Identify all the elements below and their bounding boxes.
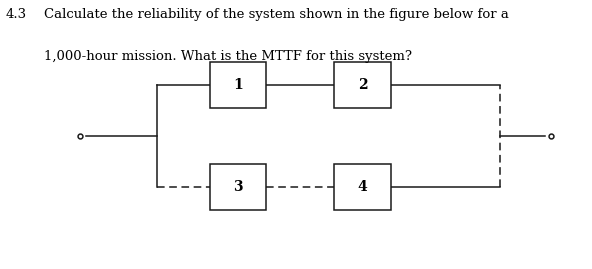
Text: 3: 3 bbox=[233, 180, 243, 194]
Text: 2: 2 bbox=[358, 78, 368, 92]
Bar bbox=[210, 62, 266, 108]
Text: 4: 4 bbox=[358, 180, 368, 194]
Text: 1,000-hour mission. What is the MTTF for this system?: 1,000-hour mission. What is the MTTF for… bbox=[44, 50, 413, 63]
Text: 4.3: 4.3 bbox=[6, 8, 27, 21]
Text: 1: 1 bbox=[233, 78, 243, 92]
Bar bbox=[334, 164, 391, 210]
Bar bbox=[210, 164, 266, 210]
Bar bbox=[334, 62, 391, 108]
Text: Calculate the reliability of the system shown in the figure below for a: Calculate the reliability of the system … bbox=[44, 8, 509, 21]
